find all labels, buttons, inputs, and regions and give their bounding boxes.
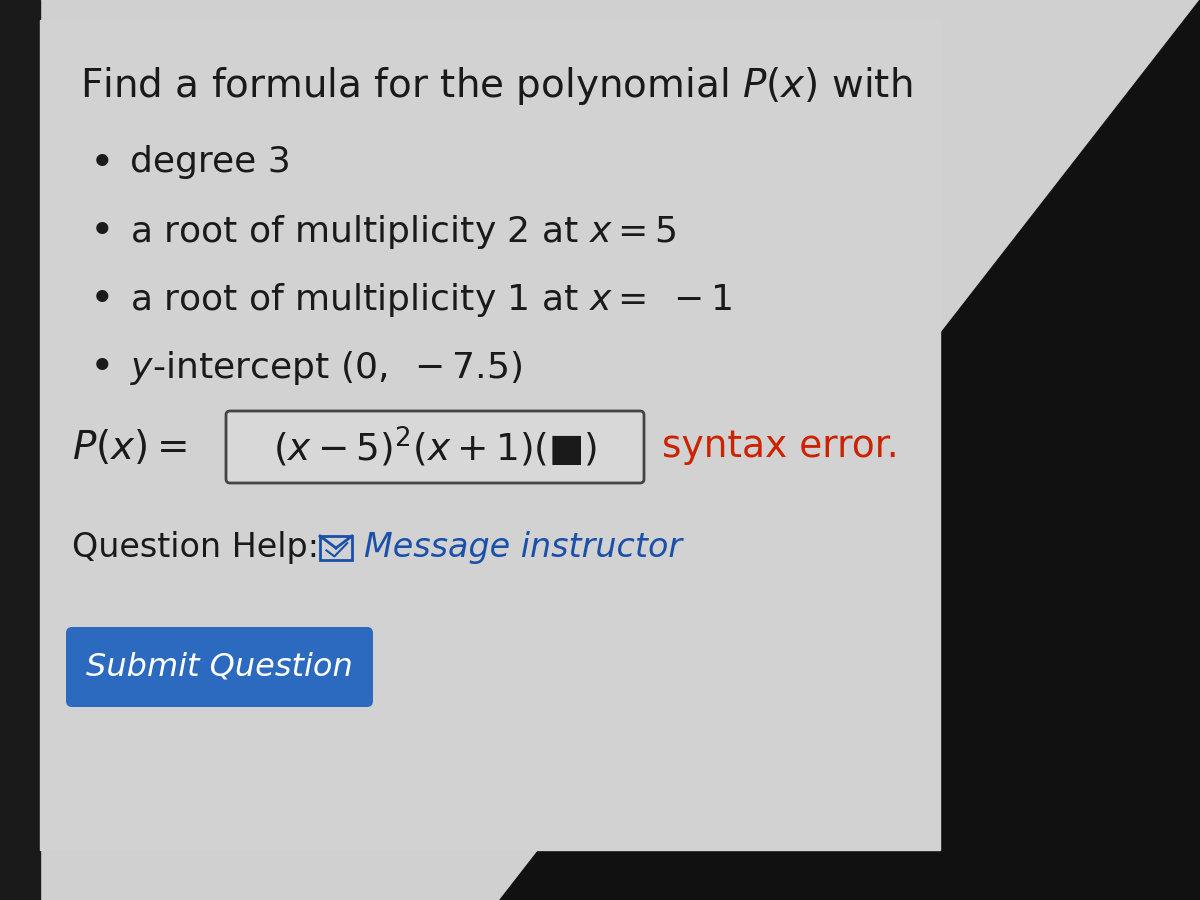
Text: $(x-5)^2(x+1)(\blacksquare)$: $(x-5)^2(x+1)(\blacksquare)$ xyxy=(272,425,598,469)
Text: Find a formula for the polynomial $P(x)$ with: Find a formula for the polynomial $P(x)$… xyxy=(80,65,912,107)
Text: •: • xyxy=(90,143,115,185)
Text: $P(x) =$: $P(x) =$ xyxy=(72,428,187,466)
Polygon shape xyxy=(0,0,40,900)
Text: $y$-intercept $(0,\ -7.5)$: $y$-intercept $(0,\ -7.5)$ xyxy=(130,349,522,387)
Text: syntax error.: syntax error. xyxy=(662,429,899,465)
Text: a root of multiplicity 2 at $x = 5$: a root of multiplicity 2 at $x = 5$ xyxy=(130,213,677,251)
Text: Submit Question: Submit Question xyxy=(86,652,353,682)
Text: degree 3: degree 3 xyxy=(130,145,290,179)
Polygon shape xyxy=(500,0,1200,900)
Text: •: • xyxy=(90,347,115,389)
FancyBboxPatch shape xyxy=(226,411,644,483)
Text: Message instructor: Message instructor xyxy=(364,532,682,564)
Text: a root of multiplicity 1 at $x =\ -1$: a root of multiplicity 1 at $x =\ -1$ xyxy=(130,281,732,319)
Text: •: • xyxy=(90,279,115,321)
Text: Question Help:: Question Help: xyxy=(72,532,319,564)
Bar xyxy=(40,20,940,850)
FancyBboxPatch shape xyxy=(66,627,373,707)
Text: •: • xyxy=(90,211,115,253)
